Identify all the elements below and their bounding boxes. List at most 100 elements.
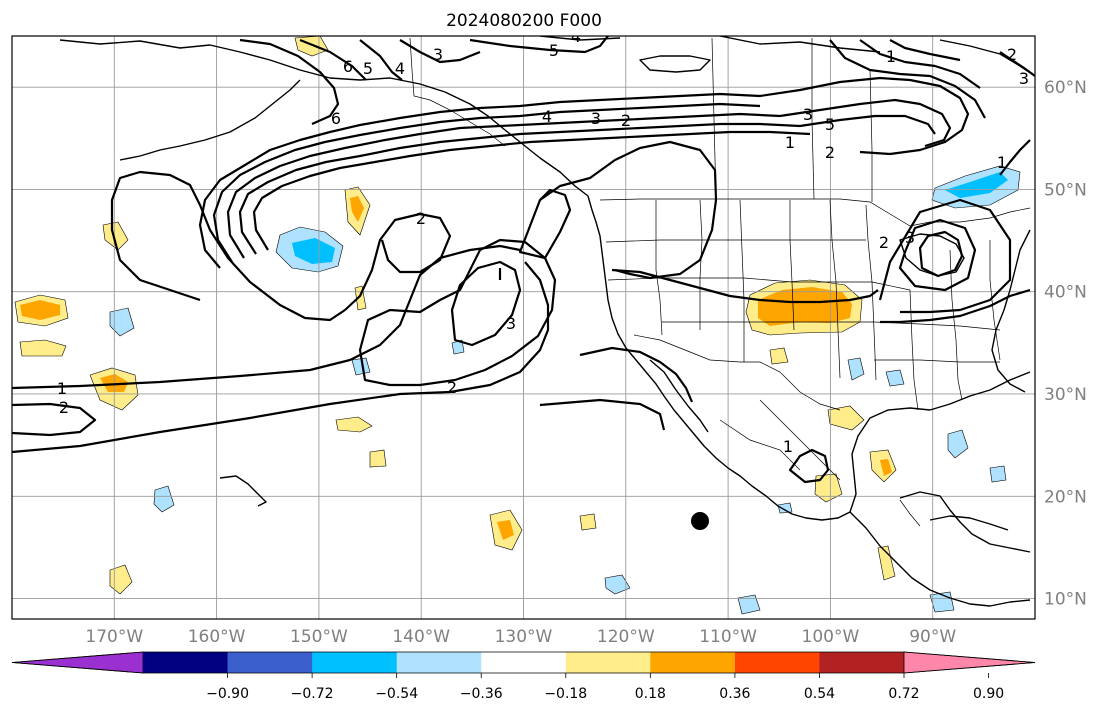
coast-central-america bbox=[849, 511, 1031, 607]
shade-yellow-hawaii-west bbox=[102, 221, 129, 251]
contour-jet-1 bbox=[12, 244, 521, 390]
lat-tick-label: 60°N bbox=[1044, 78, 1087, 98]
contour-rockies bbox=[539, 398, 666, 431]
mexico-state-2 bbox=[719, 419, 801, 471]
shade-blue-gulf-alaska-core bbox=[292, 238, 335, 264]
contour-label-1-mexico: 1 bbox=[783, 437, 793, 456]
lon-tick-label: 160°W bbox=[188, 627, 246, 647]
coast-island-hawaii bbox=[219, 475, 267, 507]
contour-label-2-west: 2 bbox=[59, 398, 69, 417]
shade-yellow-cpac-small bbox=[769, 347, 789, 365]
colorbar-segment bbox=[143, 652, 229, 673]
contour-conus-4 bbox=[518, 188, 572, 260]
colorbar-tick-label: −0.18 bbox=[544, 686, 587, 702]
shade-yellow-subtrop-3 bbox=[335, 416, 373, 433]
border-mexico-guatemala bbox=[899, 499, 921, 527]
contour-label-6-gulf: 6 bbox=[331, 109, 341, 128]
shade-orange-central-us-core bbox=[758, 287, 852, 326]
contour-gulf-loop-6 bbox=[252, 130, 811, 251]
lon-tick-label: 170°W bbox=[85, 627, 143, 647]
lon-tick-label: 130°W bbox=[495, 627, 553, 647]
contour-alaska-5 bbox=[469, 36, 609, 54]
longitude-labels: 170°W 160°W 150°W 140°W 130°W 120°W 110°W 100°W… bbox=[85, 627, 956, 647]
contour-conus-3 bbox=[579, 346, 694, 403]
lat-tick-label: 50°N bbox=[1044, 180, 1087, 200]
contour-gulf-loop-2 bbox=[198, 92, 761, 269]
coast-yucatan bbox=[899, 491, 1031, 553]
border-alaska-canada bbox=[409, 37, 506, 147]
contour-label-3-ne: 3 bbox=[1019, 69, 1029, 88]
contour-jet-2 bbox=[12, 402, 97, 437]
contour-ridge-3 bbox=[450, 260, 522, 347]
colorbar-tick-label: 0.18 bbox=[635, 686, 666, 702]
contour-gulf-loop-4 bbox=[226, 112, 781, 259]
colorbar-tick-label: −0.72 bbox=[291, 686, 334, 702]
lat-tick-label: 30°N bbox=[1044, 385, 1087, 405]
colorbar-segment bbox=[565, 652, 651, 673]
contour-label-3-alaska: 3 bbox=[433, 45, 443, 64]
colorbar-segment bbox=[819, 652, 905, 673]
border-us-mexico bbox=[633, 334, 841, 411]
lon-tick-label: 120°W bbox=[597, 627, 655, 647]
shade-blue-great-lakes-core bbox=[945, 172, 1008, 198]
contour-canada-3 bbox=[799, 114, 936, 135]
coast-aleutians bbox=[119, 79, 301, 161]
political-borders bbox=[409, 37, 1031, 527]
contour-mexico-1 bbox=[788, 448, 830, 484]
contour-label-2-lakes: 2 bbox=[879, 233, 889, 252]
contour-label-2-canada: 2 bbox=[825, 143, 835, 162]
lat-tick-label: 40°N bbox=[1044, 283, 1087, 303]
state-line-12 bbox=[989, 240, 1001, 361]
contour-canada-6 bbox=[889, 39, 961, 62]
colorbar-segment bbox=[481, 652, 567, 673]
contour-gulf-loop-5 bbox=[238, 122, 801, 255]
contour-label-1-west: 1 bbox=[57, 379, 67, 398]
contour-jet-3 bbox=[12, 261, 550, 454]
shade-orange-west-pac bbox=[20, 300, 60, 320]
figure-title: 2024080200 F000 bbox=[446, 11, 602, 31]
latitude-labels: 60°N 50°N 40°N 30°N 20°N 10°N bbox=[1044, 78, 1087, 609]
colorbar-tick-label: −0.36 bbox=[460, 686, 503, 702]
shade-blue-small-3 bbox=[604, 574, 631, 595]
lon-tick-label: 140°W bbox=[392, 627, 450, 647]
contour-gulf-loop-3 bbox=[212, 102, 761, 263]
contour-label-4-north: 4 bbox=[571, 27, 581, 46]
contour-conus-5 bbox=[880, 288, 1031, 324]
contour-label-5-alaska: 5 bbox=[363, 59, 373, 78]
contour-canada-2 bbox=[779, 98, 952, 148]
coast-atlantic bbox=[991, 229, 1031, 393]
contour-label-3-lakes: 3 bbox=[905, 228, 915, 247]
contour-low-2 bbox=[898, 218, 977, 292]
shade-yellow-subtrop-4 bbox=[369, 449, 387, 468]
colorbar-tick-label: 0.54 bbox=[804, 686, 835, 702]
coast-alaska-north bbox=[59, 39, 589, 197]
contour-low-1 bbox=[918, 230, 964, 278]
colorbar-segment bbox=[650, 652, 736, 673]
colorbar-segment bbox=[734, 652, 820, 673]
lat-tick-label: 20°N bbox=[1044, 487, 1087, 507]
contour-label-3-bc: 3 bbox=[591, 109, 601, 128]
contour-low-3 bbox=[878, 198, 1012, 314]
shade-yellow-subtrop-2 bbox=[109, 564, 133, 595]
state-line-4 bbox=[789, 200, 795, 331]
contour-label-5-canada: 5 bbox=[825, 115, 835, 134]
state-line-13 bbox=[874, 359, 1000, 363]
contour-label-1-east: 1 bbox=[997, 153, 1007, 172]
shade-orange-nepac bbox=[350, 196, 364, 222]
colorbar-min-arrow bbox=[11, 651, 144, 674]
contour-label-5-north: 5 bbox=[549, 41, 559, 60]
contour-labels: 1 2 2 3 2 6 6 5 4 3 5 4 4 3 2 1 3 5 2 1 bbox=[57, 27, 1029, 456]
contour-label-2-bc: 2 bbox=[621, 111, 631, 130]
shade-yellow-texas bbox=[827, 405, 865, 431]
colorbar-segment bbox=[312, 652, 398, 673]
map-frame bbox=[11, 35, 1036, 620]
lon-tick-label: 150°W bbox=[290, 627, 348, 647]
lon-tick-label: 100°W bbox=[802, 627, 860, 647]
contour-label-1-canada: 1 bbox=[785, 133, 795, 152]
contour-label-3-canada: 3 bbox=[803, 105, 813, 124]
shade-blue-small-12 bbox=[777, 502, 793, 514]
contour-conus-2 bbox=[611, 268, 879, 304]
shade-yellow-mexico bbox=[814, 473, 843, 503]
contour-label-2-ne: 2 bbox=[1007, 45, 1017, 64]
